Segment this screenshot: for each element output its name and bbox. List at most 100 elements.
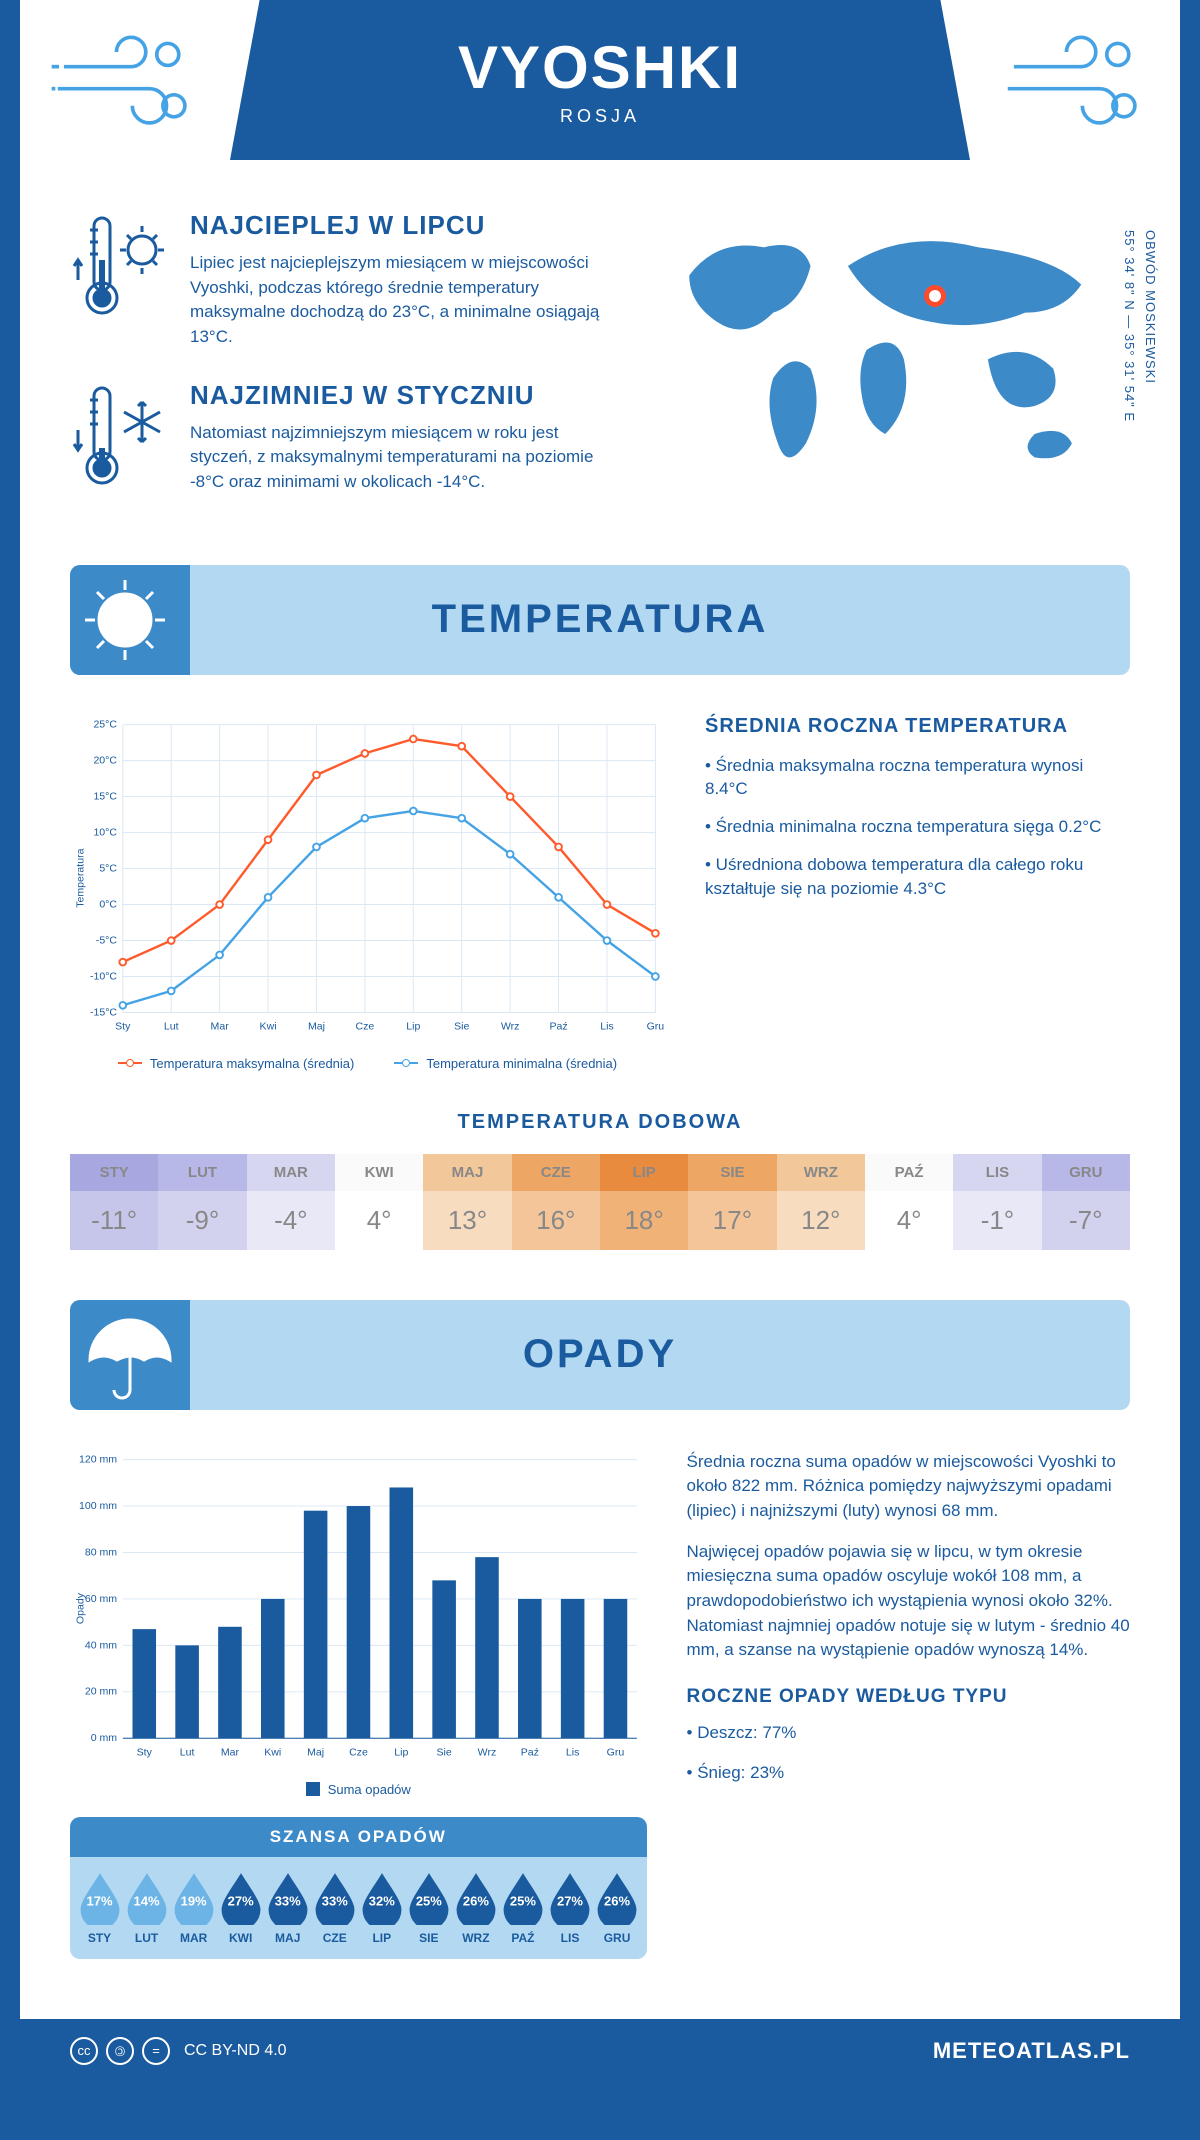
svg-text:0 mm: 0 mm (91, 1732, 118, 1744)
section-title-temperature: TEMPERATURA (70, 597, 1130, 642)
world-map-icon (640, 210, 1130, 490)
precip-description: Średnia roczna suma opadów w miejscowośc… (687, 1450, 1130, 1959)
svg-text:40 mm: 40 mm (85, 1639, 117, 1651)
daily-cell: LUT -9° (158, 1154, 246, 1250)
daily-cell: STY -11° (70, 1154, 158, 1250)
daily-cell: CZE 16° (512, 1154, 600, 1250)
precip-legend-item: Suma opadów (306, 1782, 411, 1797)
section-header-precip: OPADY (70, 1300, 1130, 1410)
svg-text:Kwi: Kwi (260, 1020, 277, 1032)
svg-text:80 mm: 80 mm (85, 1546, 117, 1558)
legend-min-label: Temperatura minimalna (średnia) (426, 1056, 617, 1071)
chance-drop: 33% MAJ (264, 1871, 311, 1945)
svg-text:20 mm: 20 mm (85, 1686, 117, 1698)
precip-type-bullet: • Deszcz: 77% (687, 1721, 1130, 1746)
location-country: ROSJA (560, 106, 640, 127)
svg-text:Lis: Lis (566, 1746, 579, 1758)
svg-text:Lip: Lip (406, 1020, 420, 1032)
cc-icon: cc (70, 2037, 98, 2065)
map-coordinates: OBWÓD MOSKIEWSKI 55° 34' 8" N — 35° 31' … (1118, 230, 1160, 422)
legend-max-label: Temperatura maksymalna (średnia) (150, 1056, 354, 1071)
daily-cell: LIS -1° (953, 1154, 1041, 1250)
svg-text:0°C: 0°C (99, 898, 117, 910)
chance-drop: 25% PAŹ (499, 1871, 546, 1945)
chance-title: SZANSA OPADÓW (70, 1817, 647, 1857)
daily-cell: GRU -7° (1042, 1154, 1130, 1250)
svg-text:Maj: Maj (308, 1020, 325, 1032)
svg-text:100 mm: 100 mm (79, 1500, 117, 1512)
temp-bullet: • Średnia minimalna roczna temperatura s… (705, 815, 1130, 839)
chance-box: SZANSA OPADÓW 17% STY 14% LUT 19% MAR 27… (70, 1817, 647, 1959)
cc-icons: cc 🄯 = (70, 2037, 170, 2065)
location-title: VYOSHKI (458, 33, 742, 102)
fact-warmest-text: Lipiec jest najcieplejszym miesiącem w m… (190, 251, 610, 350)
fact-coldest: NAJZIMNIEJ W STYCZNIU Natomiast najzimni… (70, 380, 610, 495)
svg-text:-10°C: -10°C (90, 970, 117, 982)
svg-text:-15°C: -15°C (90, 1006, 117, 1018)
section-header-temperature: TEMPERATURA (70, 565, 1130, 675)
svg-text:Maj: Maj (307, 1746, 324, 1758)
svg-text:15°C: 15°C (93, 790, 117, 802)
daily-cell: KWI 4° (335, 1154, 423, 1250)
chance-drop: 33% CZE (311, 1871, 358, 1945)
section-title-precip: OPADY (70, 1332, 1130, 1377)
daily-cell: PAŹ 4° (865, 1154, 953, 1250)
daily-cell: MAR -4° (247, 1154, 335, 1250)
svg-text:Lis: Lis (600, 1020, 613, 1032)
svg-text:Sie: Sie (437, 1746, 452, 1758)
svg-text:5°C: 5°C (99, 862, 117, 874)
fact-warmest-body: NAJCIEPLEJ W LIPCU Lipiec jest najcieple… (190, 210, 610, 350)
header: VYOSHKI ROSJA (20, 0, 1180, 190)
cc-nd-icon: = (142, 2037, 170, 2065)
precip-legend-label: Suma opadów (328, 1782, 411, 1797)
precip-p2: Najwięcej opadów pojawia się w lipcu, w … (687, 1540, 1130, 1663)
precip-area: 0 mm20 mm40 mm60 mm80 mm100 mm120 mmStyL… (20, 1410, 1180, 1989)
svg-text:Lut: Lut (180, 1746, 195, 1758)
svg-text:10°C: 10°C (93, 826, 117, 838)
temperature-area: -15°C-10°C-5°C0°C5°C10°C15°C20°C25°CStyL… (20, 675, 1180, 1091)
temp-desc-title: ŚREDNIA ROCZNA TEMPERATURA (705, 715, 1130, 738)
chance-drop: 27% LIS (546, 1871, 593, 1945)
page: VYOSHKI ROSJA (20, 0, 1180, 2083)
chance-drop: 26% WRZ (452, 1871, 499, 1945)
daily-cell: SIE 17° (688, 1154, 776, 1250)
svg-text:Temperatura: Temperatura (74, 848, 86, 907)
daily-temp-table: STY -11° LUT -9° MAR -4° KWI 4° MAJ 13° … (70, 1154, 1130, 1250)
precip-type-bullet: • Śnieg: 23% (687, 1761, 1130, 1786)
svg-text:Sty: Sty (115, 1020, 131, 1032)
map-block: OBWÓD MOSKIEWSKI 55° 34' 8" N — 35° 31' … (640, 210, 1130, 525)
wind-decoration-right-icon (1000, 30, 1150, 145)
fact-warmest: NAJCIEPLEJ W LIPCU Lipiec jest najcieple… (70, 210, 610, 350)
temp-bullet: • Uśredniona dobowa temperatura dla całe… (705, 853, 1130, 901)
svg-text:60 mm: 60 mm (85, 1593, 117, 1605)
sun-icon (70, 565, 190, 675)
svg-text:Paź: Paź (549, 1020, 567, 1032)
thermometer-sun-icon (70, 210, 170, 350)
chance-drop: 26% GRU (594, 1871, 641, 1945)
chance-drop: 27% KWI (217, 1871, 264, 1945)
chance-drop: 19% MAR (170, 1871, 217, 1945)
svg-text:Sty: Sty (137, 1746, 153, 1758)
svg-text:Wrz: Wrz (501, 1020, 520, 1032)
temp-bullet: • Średnia maksymalna roczna temperatura … (705, 754, 1130, 802)
chance-drop: 32% LIP (358, 1871, 405, 1945)
svg-text:Gru: Gru (607, 1746, 625, 1758)
facts-column: NAJCIEPLEJ W LIPCU Lipiec jest najcieple… (70, 210, 610, 525)
map-region: OBWÓD MOSKIEWSKI (1143, 230, 1158, 384)
chance-row: 17% STY 14% LUT 19% MAR 27% KWI (70, 1857, 647, 1959)
fact-coldest-body: NAJZIMNIEJ W STYCZNIU Natomiast najzimni… (190, 380, 610, 495)
temperature-legend: Temperatura maksymalna (średnia) Tempera… (70, 1056, 665, 1071)
chance-drop: 17% STY (76, 1871, 123, 1945)
chance-drop: 14% LUT (123, 1871, 170, 1945)
fact-coldest-text: Natomiast najzimniejszym miesiącem w rok… (190, 421, 610, 495)
chance-drop: 25% SIE (405, 1871, 452, 1945)
precip-p1: Średnia roczna suma opadów w miejscowośc… (687, 1450, 1130, 1524)
svg-text:Lip: Lip (394, 1746, 408, 1758)
svg-text:20°C: 20°C (93, 754, 117, 766)
svg-text:Gru: Gru (647, 1020, 665, 1032)
daily-cell: LIP 18° (600, 1154, 688, 1250)
precip-type-title: ROCZNE OPADY WEDŁUG TYPU (687, 1683, 1130, 1711)
license-text: CC BY-ND 4.0 (184, 2042, 287, 2060)
daily-cell: MAJ 13° (423, 1154, 511, 1250)
footer: cc 🄯 = CC BY-ND 4.0 METEOATLAS.PL (20, 2019, 1180, 2083)
